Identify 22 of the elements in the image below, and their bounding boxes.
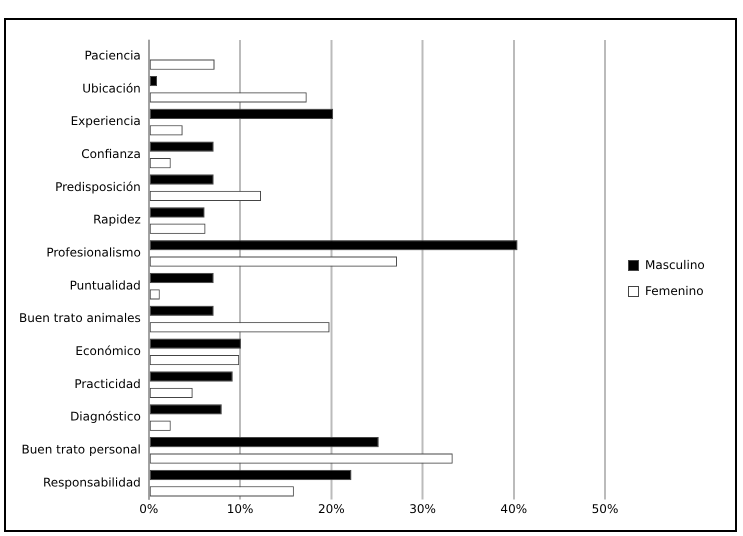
y-tick-label: Puntualidad (70, 278, 141, 292)
y-tick-label: Económico (75, 344, 141, 358)
y-tick-label: Responsabilidad (42, 475, 141, 490)
y-tick-label: Predisposición (55, 180, 141, 194)
y-tick-label: Paciencia (84, 48, 141, 63)
y-tick-label: Rapidez (93, 212, 141, 227)
x-tick-label: 40% (500, 502, 528, 516)
y-tick-label: Confianza (81, 147, 141, 162)
x-tick-label: 30% (409, 502, 436, 516)
x-tick-label: 0% (139, 502, 158, 516)
legend-label: Masculino (645, 258, 705, 272)
y-tick-label: Ubicación (82, 81, 141, 96)
x-tick-label: 20% (318, 502, 345, 516)
x-tick-label: 50% (592, 502, 618, 516)
y-tick-label: Buen trato personal (21, 442, 141, 456)
y-tick-label: Diagnóstico (70, 410, 141, 424)
y-tick-label: Practicidad (74, 376, 141, 391)
x-tick-label: 10% (226, 502, 254, 516)
text: Femenino (645, 284, 704, 298)
y-tick-label: Experiencia (70, 114, 141, 128)
y-tick-label: Profesionalismo (46, 246, 141, 260)
y-tick-label: Buen trato animales (18, 311, 141, 326)
